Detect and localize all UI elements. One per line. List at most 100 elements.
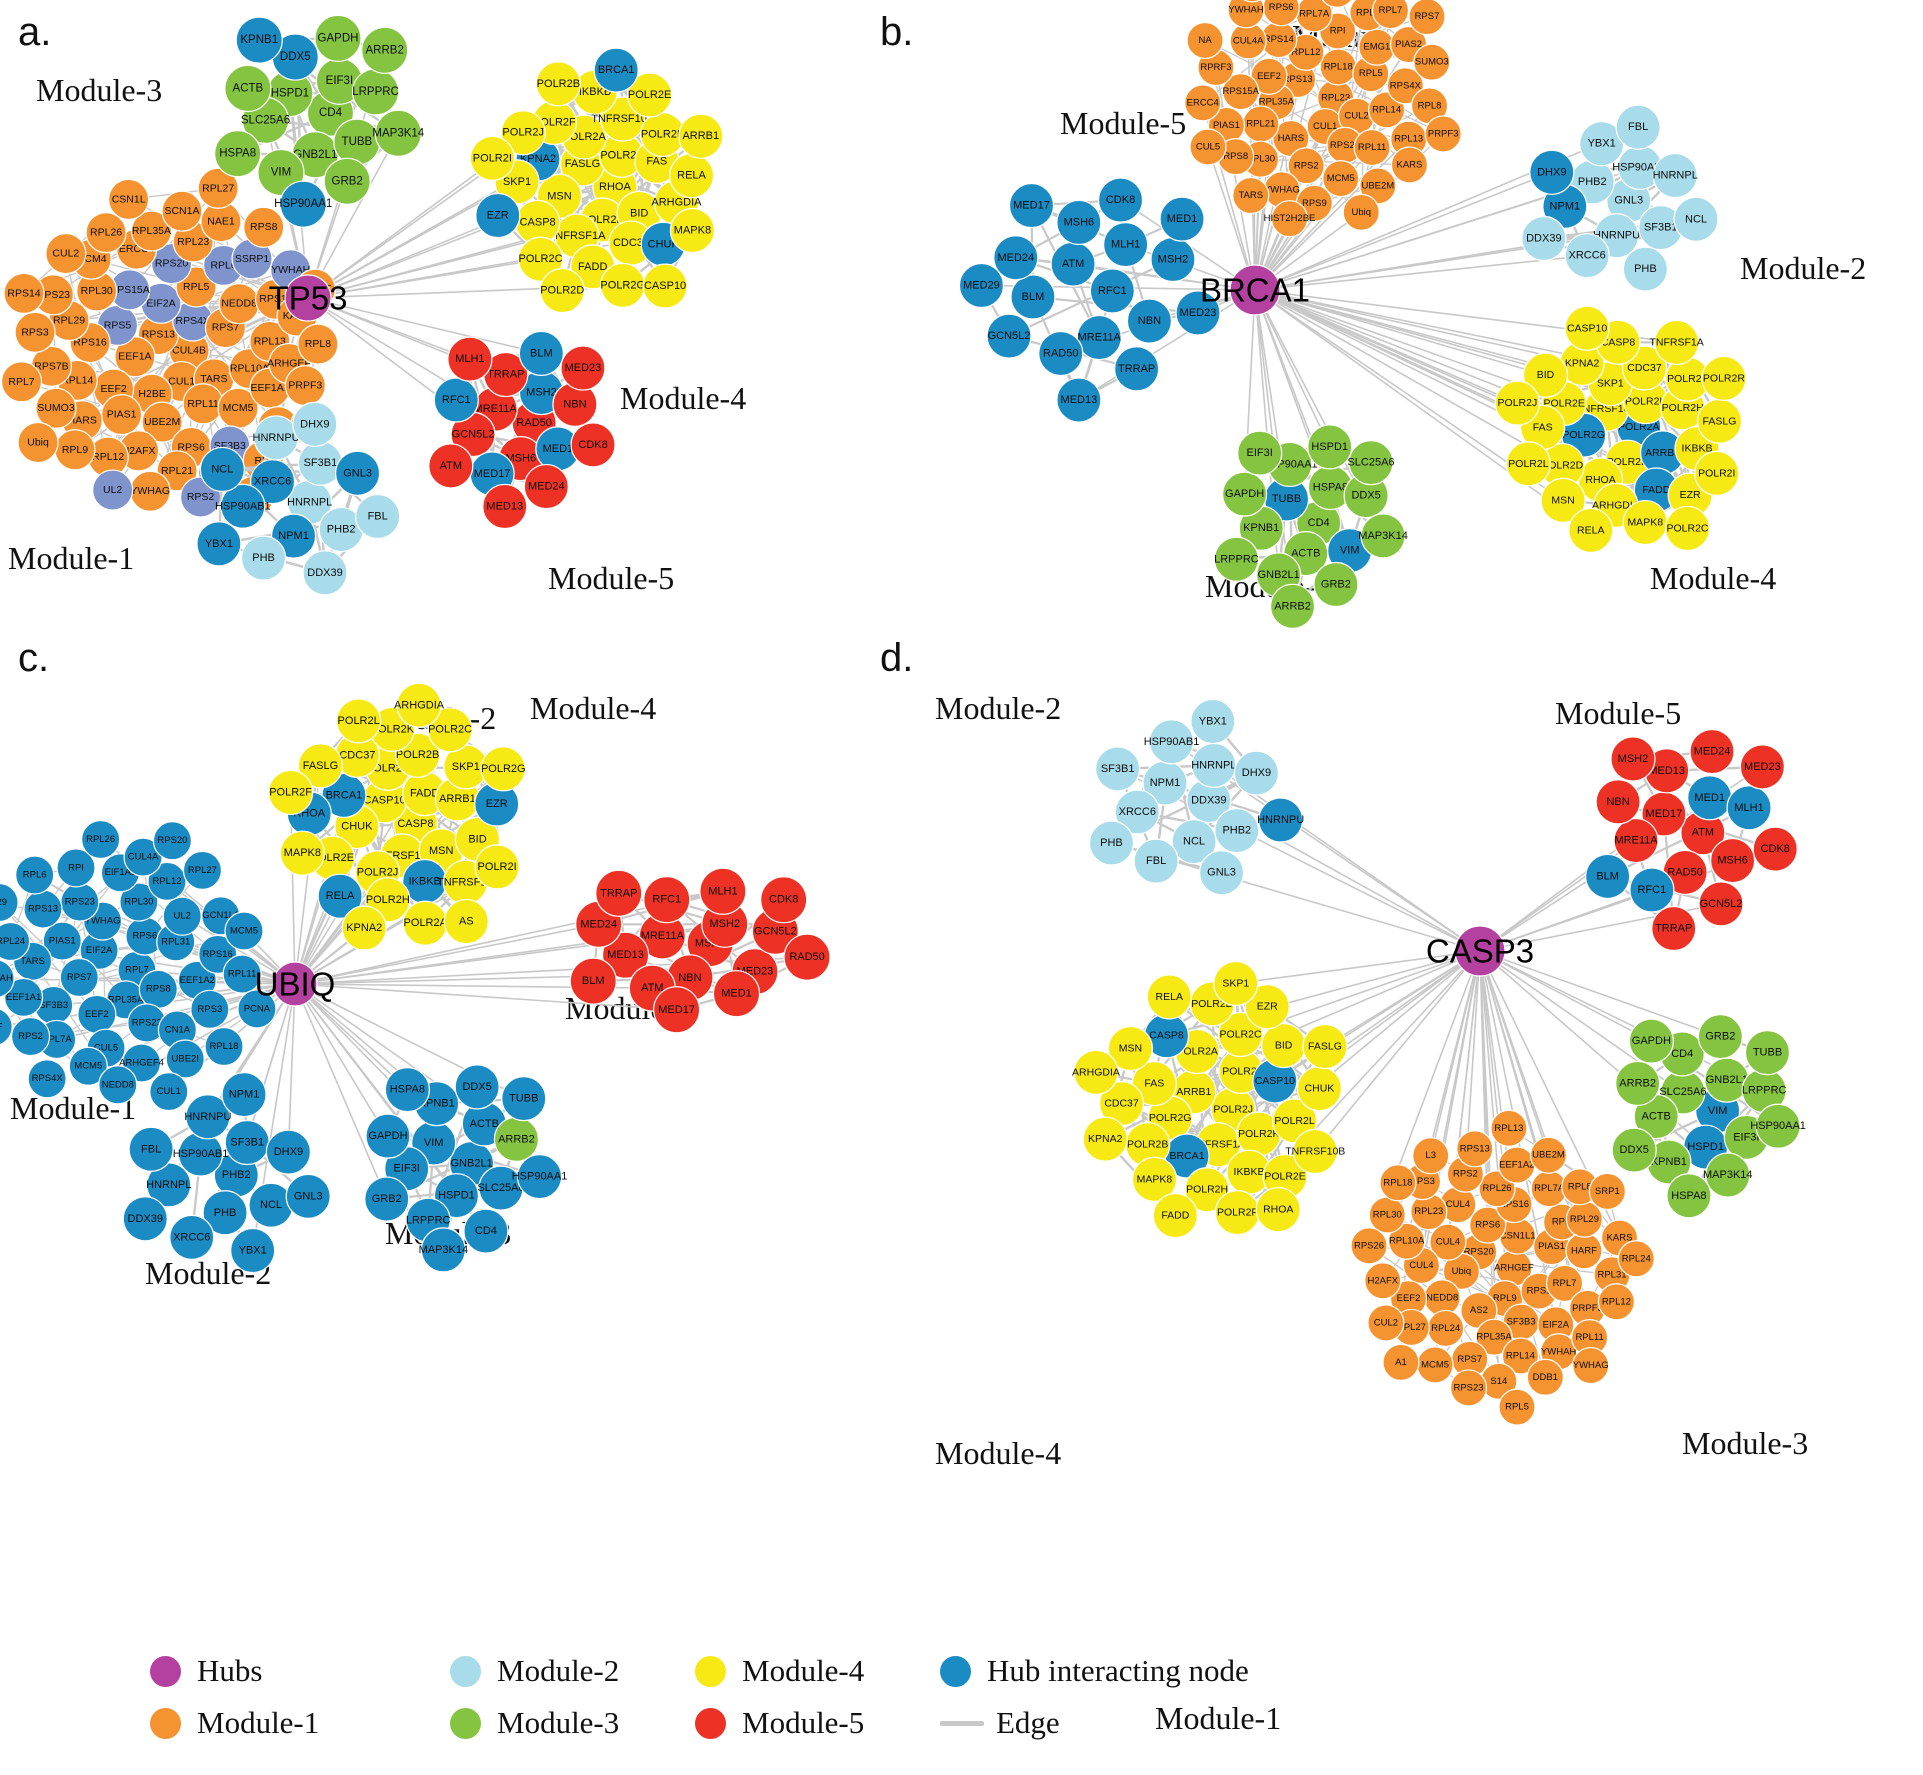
network-node[interactable]: KPNA2 bbox=[341, 905, 387, 951]
network-node[interactable]: RPL18 bbox=[1319, 48, 1357, 86]
network-node[interactable]: TUBB bbox=[501, 1076, 547, 1122]
network-node[interactable]: CUL5 bbox=[1189, 128, 1227, 166]
network-node[interactable]: CDK8 bbox=[570, 422, 616, 468]
network-node[interactable]: LRPPRC bbox=[351, 68, 400, 116]
network-node[interactable]: DHX9 bbox=[265, 1129, 311, 1175]
network-node[interactable]: DDX5 bbox=[1611, 1127, 1657, 1173]
network-node[interactable]: MED1 bbox=[1687, 775, 1733, 821]
network-node[interactable]: CD4 bbox=[463, 1208, 509, 1254]
network-node[interactable]: FBL bbox=[1615, 104, 1661, 150]
network-node[interactable]: PCNA bbox=[237, 989, 277, 1029]
network-node[interactable]: DDB1 bbox=[1526, 1358, 1564, 1396]
network-node[interactable]: ARRB2 bbox=[1269, 583, 1316, 629]
network-node[interactable]: POLR2F bbox=[1214, 1190, 1261, 1236]
network-node[interactable]: PIAS1 bbox=[101, 394, 143, 436]
network-node[interactable]: GNL3 bbox=[285, 1173, 331, 1219]
network-node[interactable]: RPS26 bbox=[1350, 1227, 1388, 1265]
network-node[interactable]: SF3B1 bbox=[224, 1119, 270, 1166]
network-node[interactable]: RPS4X bbox=[27, 1059, 67, 1099]
network-node[interactable]: SKP1 bbox=[1213, 960, 1259, 1007]
network-node[interactable]: ARRB2 bbox=[1615, 1060, 1661, 1107]
network-node[interactable]: YWHAG bbox=[129, 470, 171, 512]
network-node[interactable]: MSH6 bbox=[1056, 199, 1102, 246]
network-node[interactable]: RPL5 bbox=[1498, 1388, 1536, 1426]
network-node[interactable]: UL2 bbox=[92, 469, 134, 511]
network-node[interactable]: CUL1 bbox=[149, 1072, 189, 1112]
network-node[interactable]: TUBB bbox=[333, 118, 381, 166]
network-node[interactable]: POLR2G bbox=[480, 746, 526, 792]
network-node[interactable]: DHX9 bbox=[292, 401, 338, 447]
network-node[interactable]: RPS13 bbox=[23, 889, 63, 929]
network-node[interactable]: Ubiq bbox=[1342, 193, 1380, 231]
network-node[interactable]: RHOA bbox=[1255, 1187, 1301, 1233]
network-node[interactable]: RPL7 bbox=[0, 361, 43, 403]
network-node[interactable]: YBX1 bbox=[1190, 698, 1236, 745]
network-node[interactable]: MED24 bbox=[523, 463, 569, 510]
network-node[interactable]: ATM bbox=[428, 443, 474, 489]
network-node[interactable]: BLM bbox=[1010, 274, 1056, 320]
network-node[interactable]: BLM bbox=[518, 330, 564, 376]
network-node[interactable]: CASP10 bbox=[642, 263, 688, 309]
network-node[interactable]: YWHAH bbox=[1227, 0, 1265, 29]
network-node[interactable]: FASLG bbox=[1302, 1023, 1348, 1070]
network-node[interactable]: L3 bbox=[1412, 1137, 1450, 1175]
network-node[interactable]: ARRB2 bbox=[493, 1116, 540, 1162]
network-node[interactable]: BID bbox=[1260, 1022, 1307, 1069]
network-node[interactable]: DDX39 bbox=[122, 1196, 168, 1242]
network-node[interactable]: NCL bbox=[199, 446, 245, 493]
network-node[interactable]: POLR2B bbox=[535, 61, 581, 107]
network-node[interactable]: RFC1 bbox=[643, 876, 691, 924]
network-node[interactable]: RPL26 bbox=[81, 819, 121, 860]
network-node[interactable]: GAPDH bbox=[314, 14, 362, 62]
network-node[interactable]: ATM bbox=[1050, 241, 1096, 287]
network-node[interactable]: MRE11A bbox=[1076, 314, 1122, 361]
network-node[interactable]: XRCC6 bbox=[169, 1214, 215, 1260]
network-node[interactable]: RPL13 bbox=[1490, 1109, 1528, 1147]
network-node[interactable]: MSH2 bbox=[1610, 736, 1656, 782]
network-node[interactable]: POLR2L bbox=[336, 698, 382, 744]
network-node[interactable]: NCL bbox=[248, 1182, 294, 1228]
network-node[interactable]: UL2 bbox=[162, 896, 202, 936]
network-node[interactable]: NBN bbox=[1126, 298, 1173, 344]
network-node[interactable]: EEF2 bbox=[77, 994, 117, 1035]
network-node[interactable]: H2AFX bbox=[1364, 1262, 1402, 1300]
network-node[interactable]: RPL27 bbox=[182, 850, 223, 890]
network-node[interactable]: GAPDH bbox=[1628, 1018, 1674, 1064]
network-node[interactable]: POLR2J bbox=[1494, 380, 1540, 426]
network-node[interactable]: GNL3 bbox=[334, 450, 381, 496]
network-node[interactable]: RPL11 bbox=[182, 383, 224, 425]
network-node[interactable]: RELA bbox=[1568, 507, 1614, 554]
network-node[interactable]: PRPF3 bbox=[284, 365, 326, 407]
hub-node[interactable]: CASP3 bbox=[1426, 925, 1534, 977]
network-node[interactable]: RAD50 bbox=[783, 933, 831, 981]
network-node[interactable]: RPS3 bbox=[14, 311, 56, 353]
network-node[interactable]: MSH2 bbox=[1150, 236, 1196, 283]
network-node[interactable]: DHX9 bbox=[1233, 750, 1280, 796]
network-node[interactable]: DDX5 bbox=[454, 1064, 500, 1110]
network-node[interactable]: TARS bbox=[1232, 176, 1270, 215]
network-node[interactable]: FBL bbox=[128, 1126, 174, 1172]
network-node[interactable]: MLH1 bbox=[1103, 222, 1149, 268]
network-node[interactable]: MCM5 bbox=[1416, 1346, 1454, 1384]
network-node[interactable]: AS bbox=[443, 898, 489, 945]
network-node[interactable]: BLM bbox=[1585, 853, 1631, 900]
network-node[interactable]: CUL2 bbox=[45, 232, 87, 275]
network-node[interactable]: MED1 bbox=[1159, 196, 1205, 242]
network-node[interactable]: RFC1 bbox=[1629, 867, 1675, 913]
network-node[interactable]: MED24 bbox=[1689, 728, 1735, 775]
network-node[interactable]: CUL2 bbox=[1367, 1304, 1405, 1342]
network-node[interactable]: CSN1L bbox=[108, 178, 150, 221]
network-node[interactable]: HARF bbox=[1565, 1232, 1603, 1270]
network-node[interactable]: RPL24 bbox=[1617, 1240, 1655, 1278]
network-node[interactable]: MED17 bbox=[1008, 182, 1055, 229]
network-node[interactable]: RPL12 bbox=[1597, 1283, 1636, 1321]
network-node[interactable]: MED23 bbox=[1739, 744, 1785, 790]
network-node[interactable]: CDK8 bbox=[760, 876, 808, 924]
network-node[interactable]: RPL8 bbox=[297, 323, 339, 365]
network-node[interactable]: MCM5 bbox=[224, 911, 264, 951]
network-node[interactable]: PHB bbox=[1088, 820, 1135, 866]
network-node[interactable]: DHX9 bbox=[1529, 149, 1575, 195]
network-node[interactable]: LRPPRC bbox=[1213, 536, 1260, 582]
network-node[interactable]: RPS7 bbox=[1408, 0, 1446, 36]
network-node[interactable]: FBL bbox=[355, 493, 401, 540]
